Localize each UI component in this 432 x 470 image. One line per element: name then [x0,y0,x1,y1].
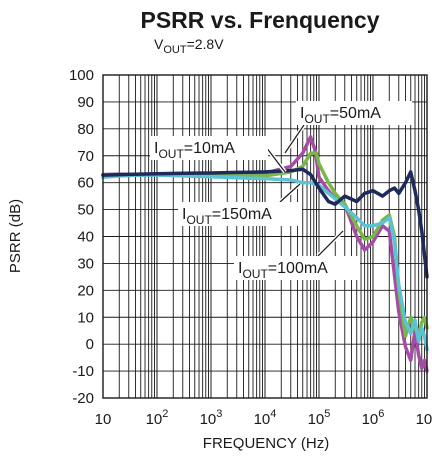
chart-subtitle: VOUT=2.8V [154,36,224,56]
y-tick-label: 90 [77,94,94,111]
annotation-leader [279,183,301,203]
y-tick-label: 70 [77,148,94,165]
annotation-leader [284,124,305,154]
y-tick-label: 100 [69,67,94,84]
y-tick-label: 10 [77,309,94,326]
annotation-leader [265,146,286,173]
annotation-leader [317,230,344,257]
annotation-box [150,136,268,160]
y-tick-label: -10 [72,363,94,380]
x-tick-label: 106 [362,408,385,428]
y-tick-label: 40 [77,229,94,246]
y-tick-label: 80 [77,121,94,138]
y-tick-label: 20 [77,282,94,299]
series-group [101,135,429,373]
series-line [101,167,429,279]
annotation-label: IOUT=150mA [182,206,272,227]
y-tick-label: 60 [77,175,94,192]
series-line [101,173,429,352]
annotation-box [234,256,360,280]
y-tick-label: 0 [86,336,94,353]
x-axis-label: FREQUENCY (Hz) [203,435,329,452]
annotation-label: IOUT=50mA [300,105,381,126]
y-tick-label: -20 [72,390,94,407]
y-axis-label: PSRR (dB) [7,199,24,273]
annotation-box [296,101,412,125]
x-tick-labels: 10 102 103 104 105 106 107 [95,408,432,428]
annotation-box [178,202,302,226]
x-tick-label: 103 [200,408,223,428]
y-tick-label: 50 [77,202,94,219]
x-tick-label: 107 [416,408,432,428]
x-tick-label: 102 [146,408,169,428]
annotation-label: IOUT=10mA [154,140,235,161]
x-tick-label: 10 [95,411,112,428]
x-tick-label: 104 [254,408,277,428]
x-tick-label: 105 [308,408,331,428]
y-tick-label: 30 [77,255,94,272]
plot-frame [102,74,428,399]
annotations: IOUT=10mA IOUT=50mA IOUT=150mA IOUT=100mA [150,101,412,281]
annotation-label: IOUT=100mA [238,260,328,281]
chart-title: PSRR vs. Frenquency [140,7,379,33]
